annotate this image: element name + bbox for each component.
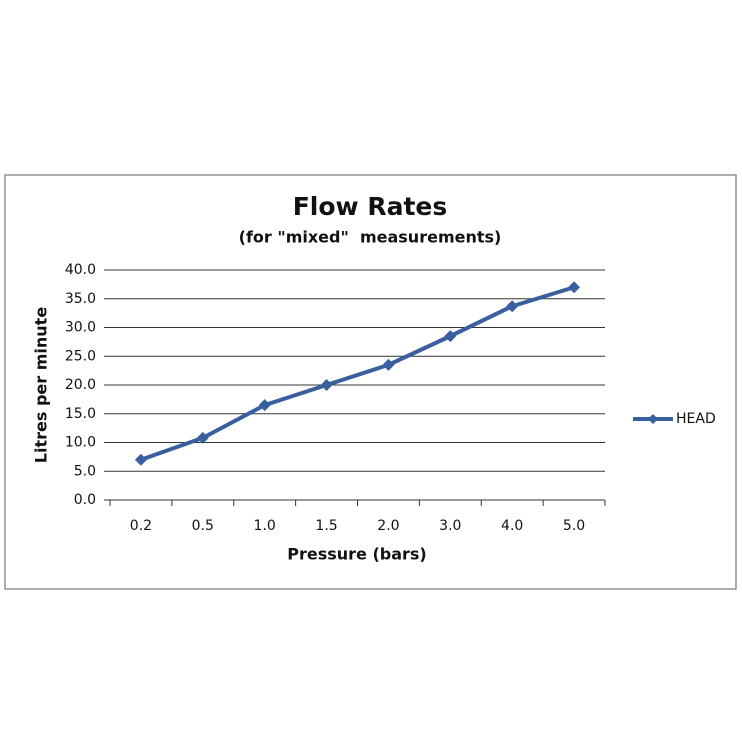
y-axis-label: Litres per minute xyxy=(32,307,51,464)
data-point xyxy=(134,453,147,466)
data-line xyxy=(140,285,575,462)
data-point xyxy=(506,300,519,313)
data-point xyxy=(258,399,271,412)
y-tick-label: 25.0 xyxy=(65,348,96,364)
y-tick-label: 20.0 xyxy=(65,377,96,393)
legend-label: HEAD xyxy=(676,411,716,427)
data-point xyxy=(568,281,581,294)
y-tick-label: 15.0 xyxy=(65,406,96,422)
data-point xyxy=(196,431,209,444)
data-point xyxy=(444,330,457,343)
chart-subtitle: (for "mixed" measurements) xyxy=(239,228,502,247)
x-axis-label: Pressure (bars) xyxy=(287,545,427,564)
y-tick-label: 5.0 xyxy=(74,463,96,479)
y-tick-label: 35.0 xyxy=(65,291,96,307)
y-tick-label: 30.0 xyxy=(65,320,96,336)
legend-marker xyxy=(648,414,658,424)
x-tick-label: 1.0 xyxy=(254,518,276,534)
x-tick-label: 1.5 xyxy=(315,518,337,534)
y-tick-label: 0.0 xyxy=(74,492,96,508)
x-tick-label: 5.0 xyxy=(563,518,585,534)
y-tick-label: 10.0 xyxy=(65,435,96,451)
x-tick-label: 4.0 xyxy=(501,518,523,534)
x-tick-label: 3.0 xyxy=(439,518,461,534)
data-point xyxy=(320,379,333,391)
data-point xyxy=(382,358,395,371)
x-tick-label: 0.2 xyxy=(130,518,152,534)
chart-frame xyxy=(4,174,737,590)
y-tick-label: 40.0 xyxy=(65,262,96,278)
x-tick-label: 2.0 xyxy=(377,518,399,534)
chart-title: Flow Rates xyxy=(293,192,448,221)
x-tick-label: 0.5 xyxy=(192,518,214,534)
